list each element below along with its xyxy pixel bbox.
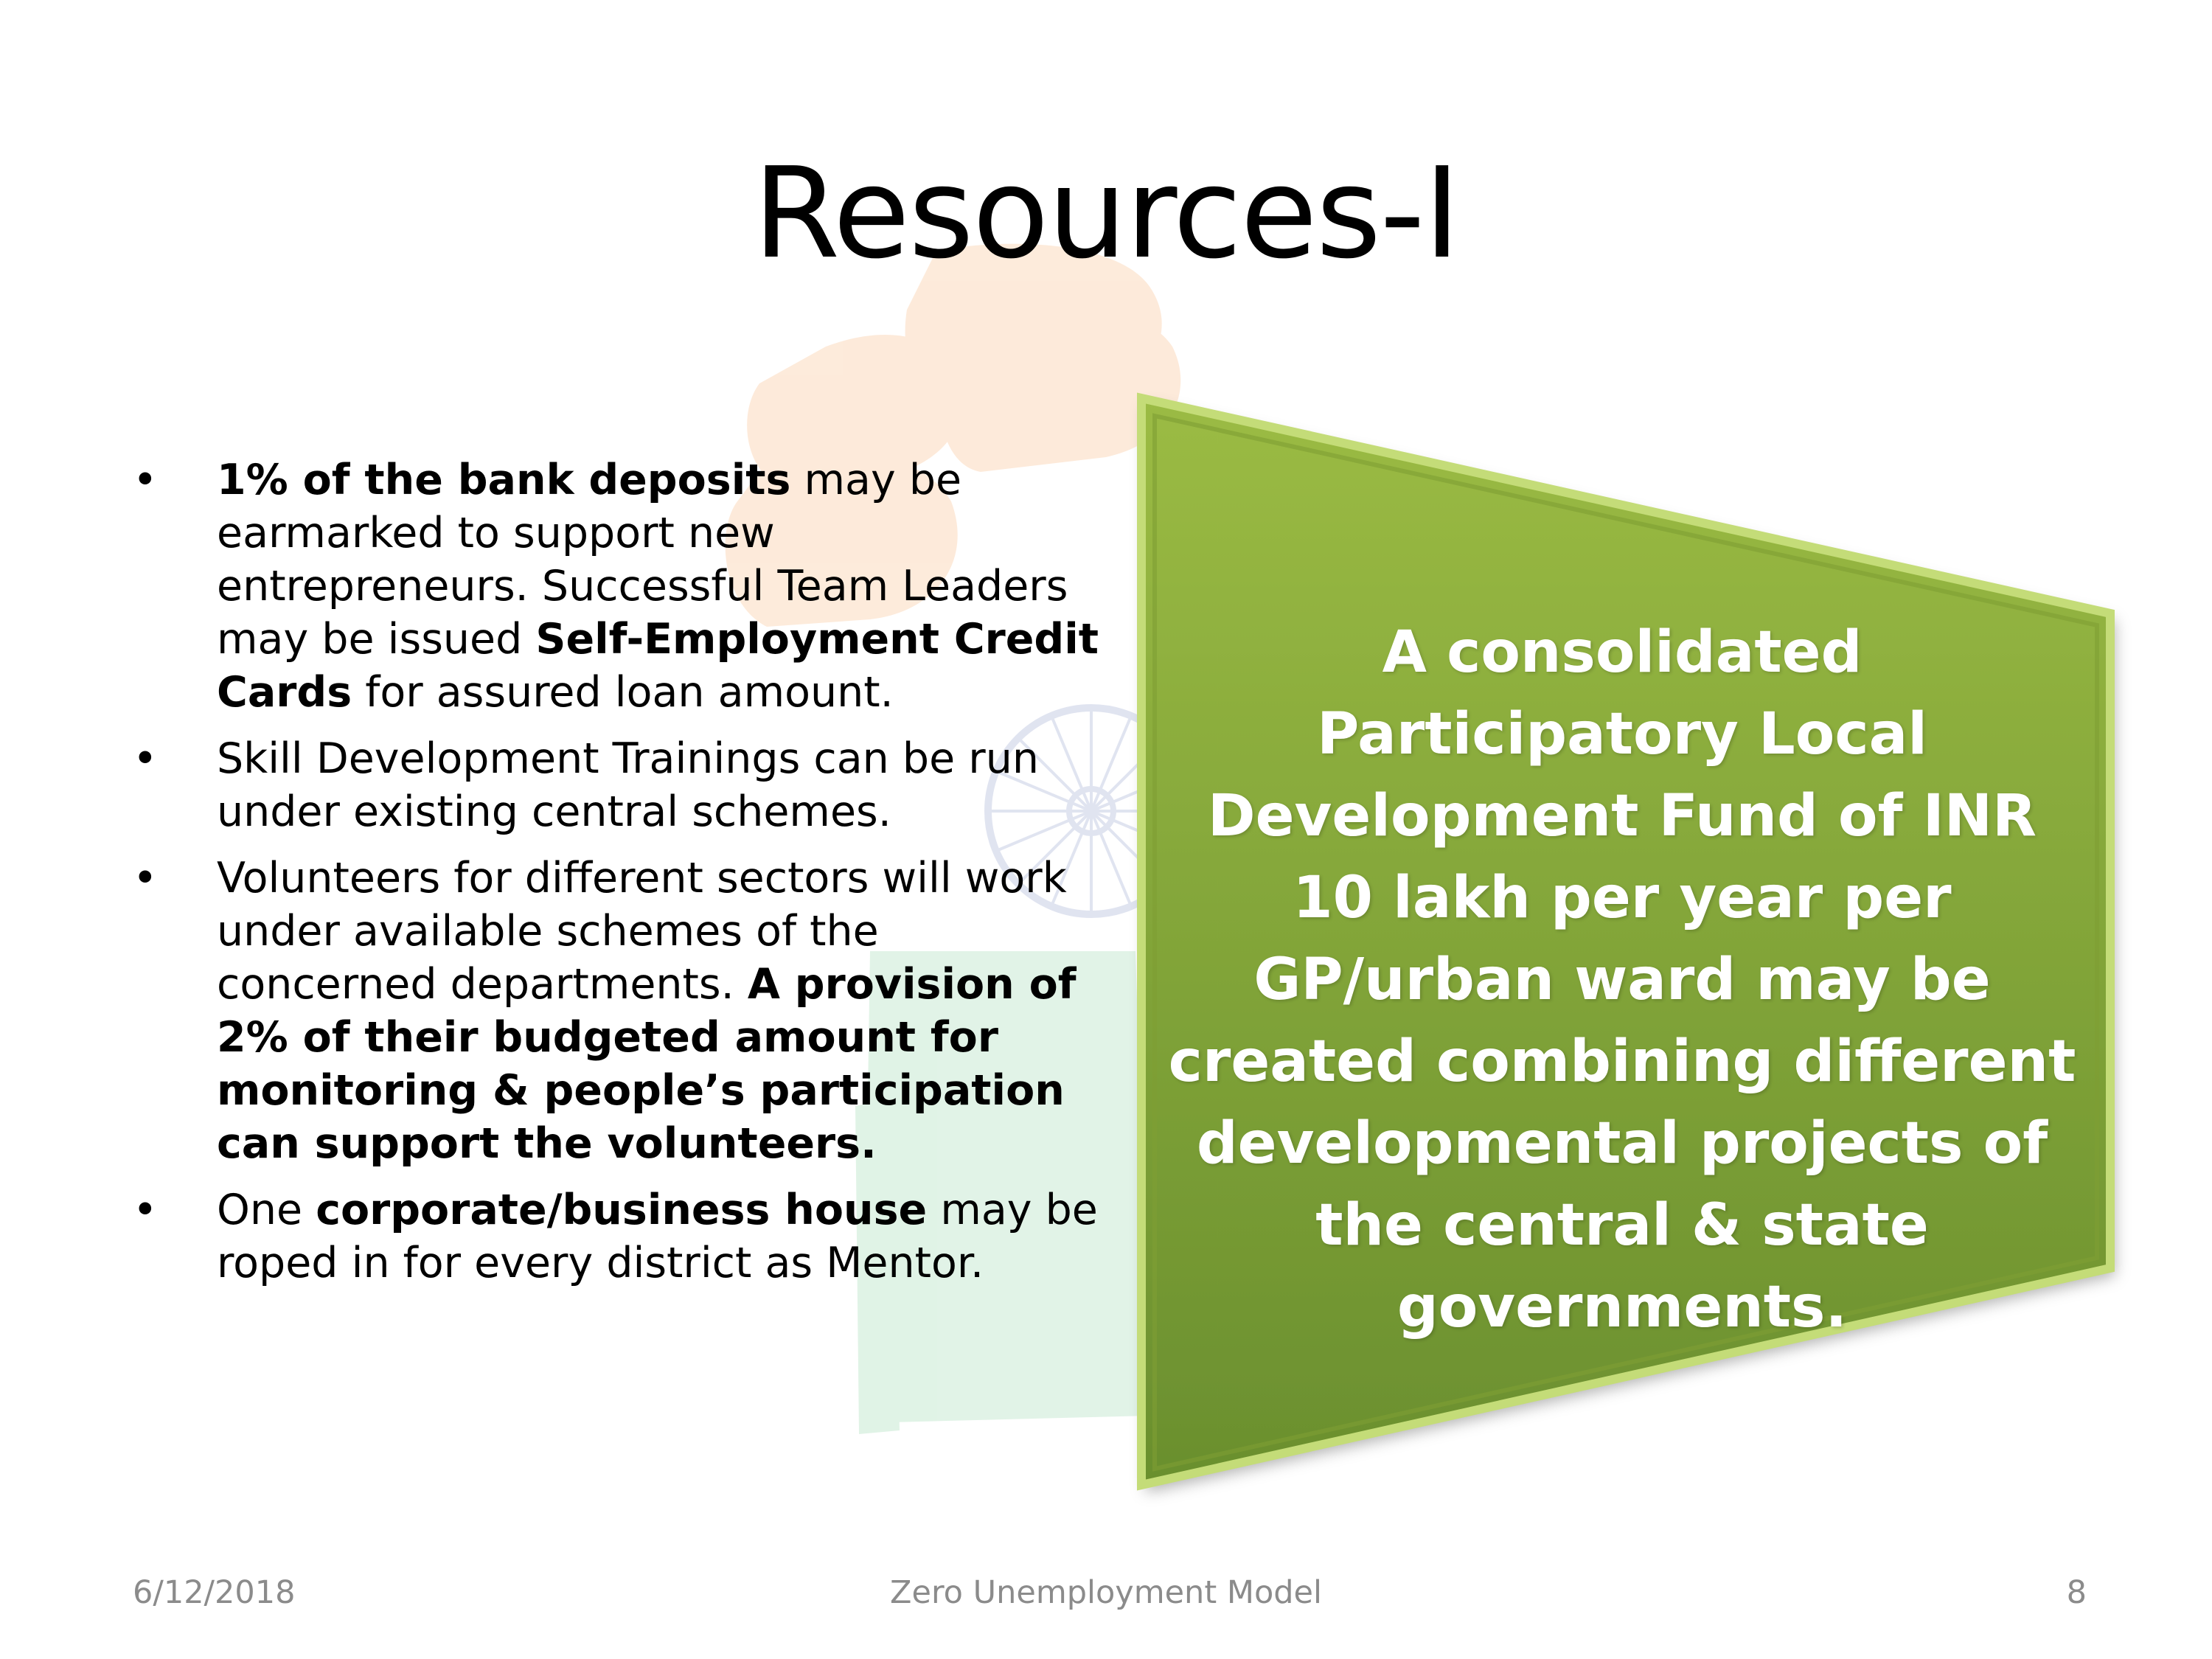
bullet-icon: • bbox=[133, 854, 158, 902]
bullet-icon: • bbox=[133, 456, 158, 504]
bullet-icon: • bbox=[133, 1186, 158, 1234]
bullet-text: One corporate/business house may be rope… bbox=[217, 1186, 1098, 1287]
page-number: 8 bbox=[2066, 1574, 2087, 1611]
callout-shape bbox=[1137, 392, 2115, 1491]
footer-date: 6/12/2018 bbox=[133, 1574, 296, 1611]
callout-text: A consolidated Participatory Local Devel… bbox=[1168, 619, 2076, 1340]
bullet-text: 1% of the bank deposits may be earmarked… bbox=[217, 456, 1099, 717]
bullet-text: Skill Development Trainings can be run u… bbox=[217, 734, 1039, 836]
list-item: • One corporate/business house may be ro… bbox=[125, 1183, 1099, 1290]
bullet-icon: • bbox=[133, 734, 158, 783]
list-item: • Volunteers for different sectors will … bbox=[125, 852, 1099, 1170]
bullet-list: • 1% of the bank deposits may be earmark… bbox=[125, 453, 1099, 1303]
list-item: • 1% of the bank deposits may be earmark… bbox=[125, 453, 1099, 719]
footer-title: Zero Unemployment Model bbox=[890, 1574, 1322, 1611]
slide-title: Resources-I bbox=[753, 141, 1461, 287]
bullet-text: Volunteers for different sectors will wo… bbox=[217, 854, 1077, 1168]
list-item: • Skill Development Trainings can be run… bbox=[125, 732, 1099, 838]
